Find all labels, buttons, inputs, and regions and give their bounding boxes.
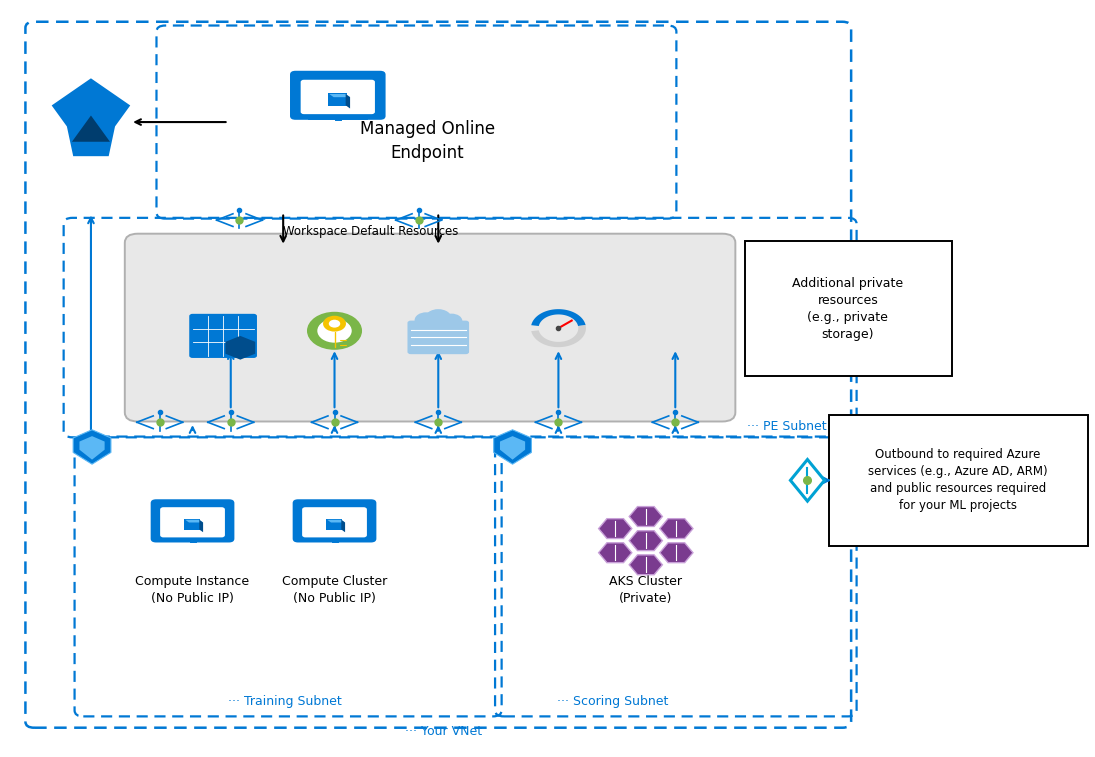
Polygon shape: [531, 326, 586, 347]
Polygon shape: [330, 94, 350, 97]
Polygon shape: [660, 543, 693, 562]
Polygon shape: [342, 520, 345, 532]
Text: Managed Online
Endpoint: Managed Online Endpoint: [360, 120, 495, 162]
Circle shape: [425, 309, 451, 328]
Polygon shape: [199, 520, 203, 532]
Polygon shape: [51, 78, 130, 156]
FancyBboxPatch shape: [829, 415, 1088, 546]
Circle shape: [415, 313, 438, 328]
Polygon shape: [630, 506, 662, 526]
FancyBboxPatch shape: [746, 241, 952, 376]
FancyBboxPatch shape: [290, 70, 385, 120]
Text: Additional private
resources
(e.g., private
storage): Additional private resources (e.g., priv…: [793, 277, 903, 341]
Text: Workspace Default Resources: Workspace Default Resources: [284, 225, 459, 238]
Polygon shape: [494, 430, 531, 464]
Text: Compute Cluster
(No Public IP): Compute Cluster (No Public IP): [281, 575, 388, 605]
FancyBboxPatch shape: [302, 507, 367, 537]
Polygon shape: [630, 531, 662, 550]
Polygon shape: [630, 555, 662, 575]
FancyBboxPatch shape: [328, 93, 347, 106]
FancyBboxPatch shape: [184, 519, 200, 530]
FancyBboxPatch shape: [189, 314, 257, 358]
Polygon shape: [500, 436, 526, 459]
Polygon shape: [72, 116, 110, 142]
Text: Outbound to required Azure
services (e.g., Azure AD, ARM)
and public resources r: Outbound to required Azure services (e.g…: [868, 448, 1048, 512]
FancyBboxPatch shape: [407, 321, 469, 354]
FancyBboxPatch shape: [83, 143, 99, 156]
FancyBboxPatch shape: [292, 500, 377, 543]
Text: AKS Cluster
(Private): AKS Cluster (Private): [609, 575, 682, 605]
Polygon shape: [599, 519, 632, 538]
Circle shape: [318, 319, 351, 343]
Text: ··· Training Subnet: ··· Training Subnet: [229, 695, 343, 708]
Text: ··· Your VNet: ··· Your VNet: [405, 725, 482, 738]
Circle shape: [328, 319, 341, 328]
Polygon shape: [599, 543, 632, 562]
Polygon shape: [660, 519, 693, 538]
Text: Compute Instance
(No Public IP): Compute Instance (No Public IP): [136, 575, 250, 605]
Polygon shape: [73, 430, 111, 464]
Polygon shape: [791, 459, 825, 501]
Polygon shape: [80, 436, 105, 459]
Polygon shape: [185, 520, 203, 522]
FancyBboxPatch shape: [301, 79, 374, 114]
Circle shape: [441, 313, 462, 329]
FancyBboxPatch shape: [160, 507, 224, 537]
Circle shape: [323, 316, 346, 332]
Text: ··· PE Subnet: ··· PE Subnet: [748, 420, 827, 433]
FancyBboxPatch shape: [125, 234, 736, 422]
FancyBboxPatch shape: [326, 519, 343, 530]
FancyBboxPatch shape: [151, 500, 234, 543]
Polygon shape: [346, 94, 350, 108]
Polygon shape: [531, 309, 586, 326]
Text: ··· Scoring Subnet: ··· Scoring Subnet: [557, 695, 669, 708]
Polygon shape: [327, 520, 345, 522]
Polygon shape: [226, 336, 255, 360]
Circle shape: [307, 312, 362, 350]
